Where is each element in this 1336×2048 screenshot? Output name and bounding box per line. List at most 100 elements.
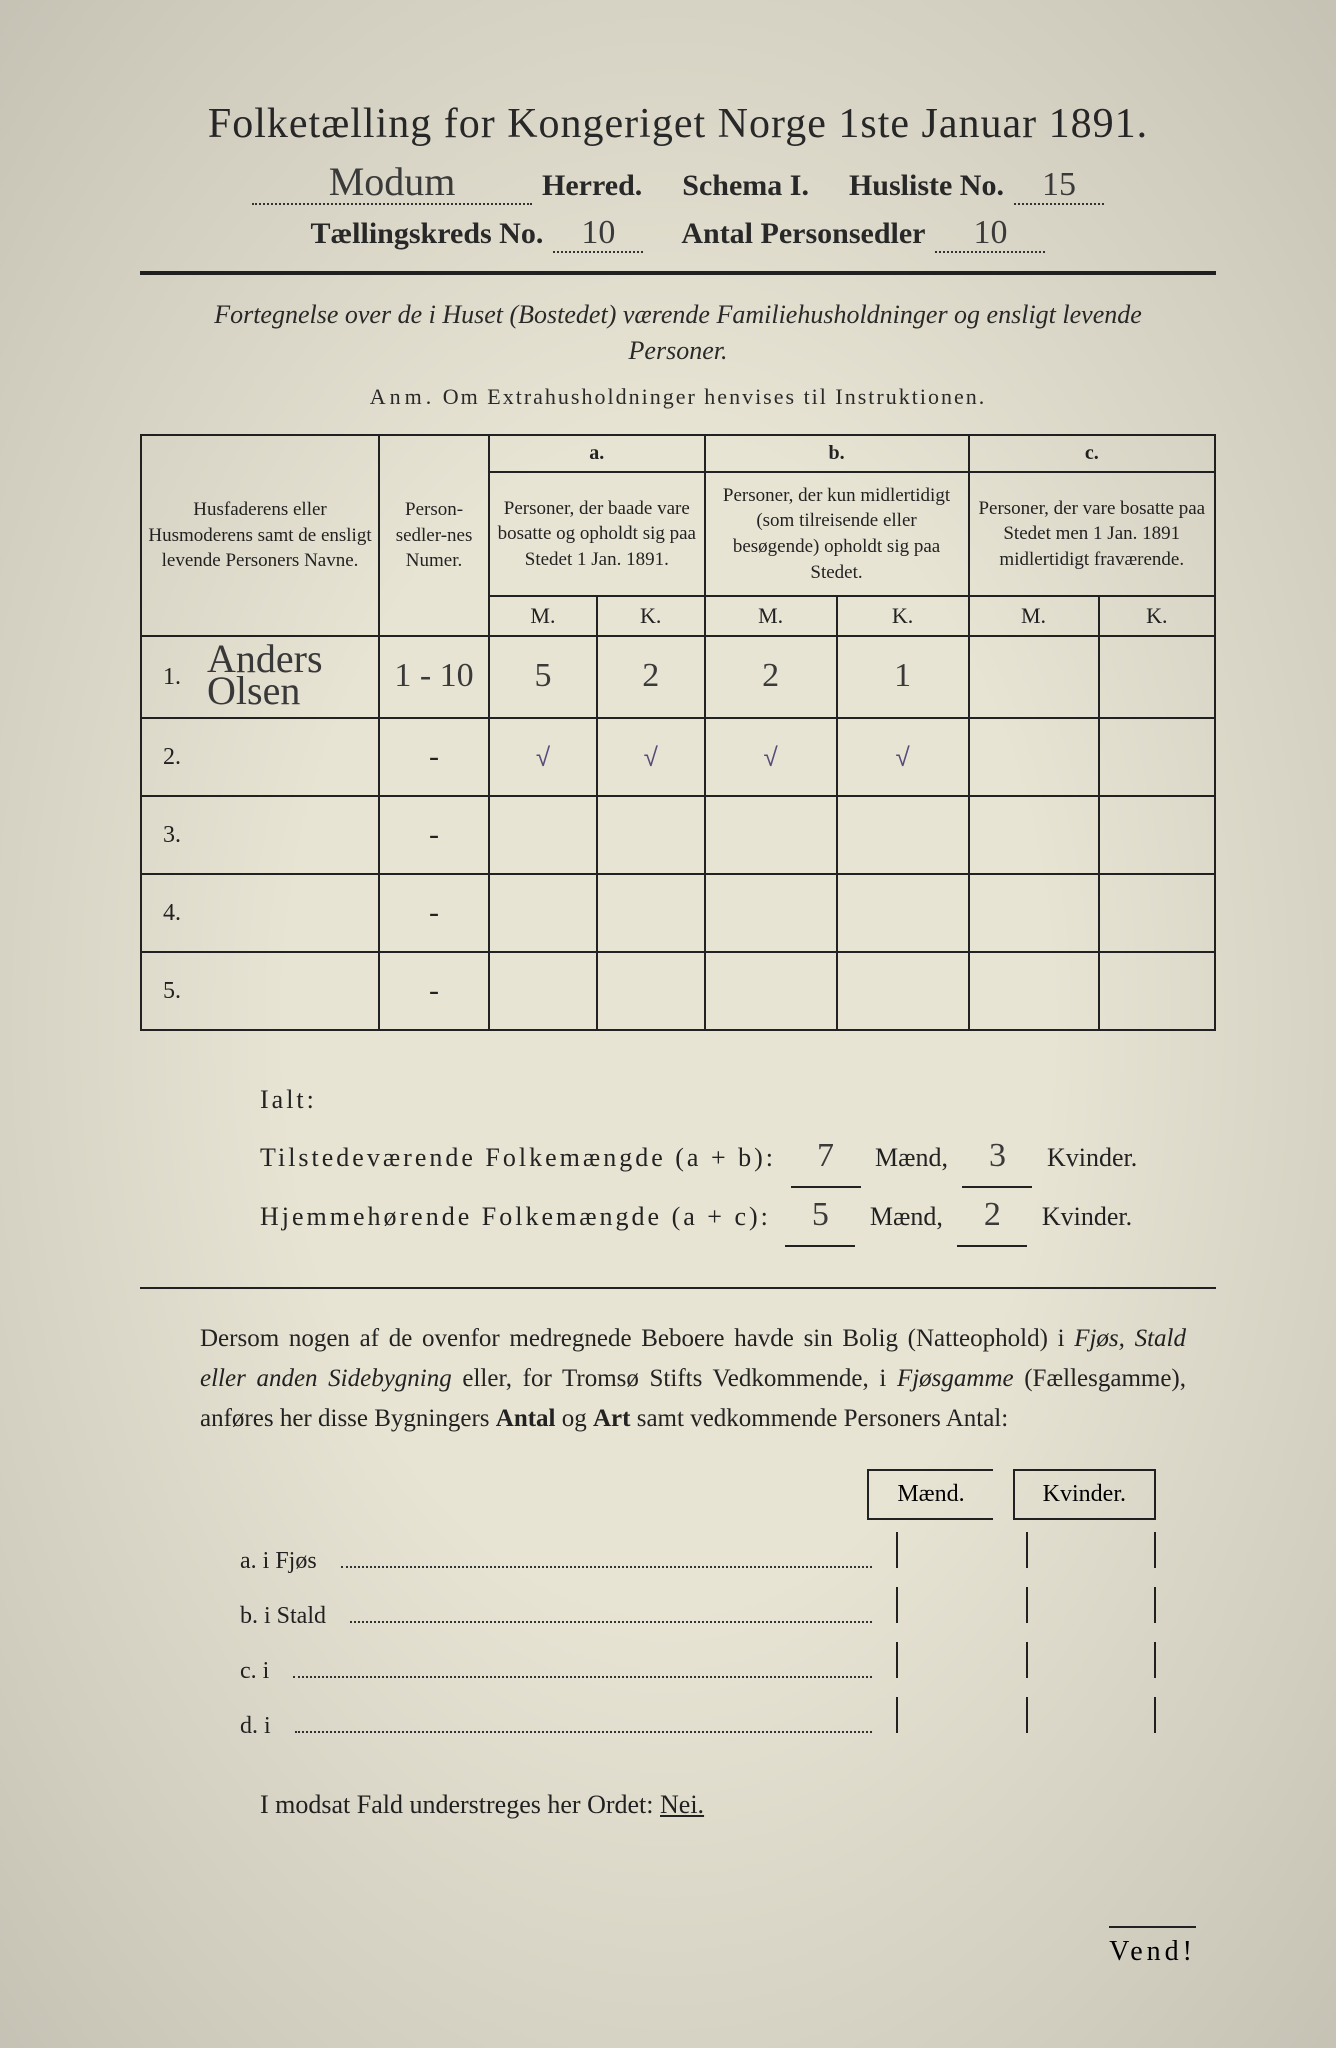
c-k-cell: [1099, 796, 1215, 874]
numer-cell: -: [379, 952, 489, 1030]
side-building-paragraph: Dersom nogen af de ovenfor medregnede Be…: [200, 1319, 1186, 1439]
totals-line-1: Tilstedeværende Folkemængde (a + b): 7 M…: [260, 1129, 1216, 1188]
household-table: Husfaderens eller Husmoderens samt de en…: [140, 434, 1216, 1032]
husliste-field: 15: [1014, 169, 1104, 205]
col-numer: Person-sedler-nes Numer.: [379, 435, 489, 637]
a-k-cell: [597, 796, 705, 874]
row-number: 3.: [141, 796, 187, 874]
col-a-label: a.: [489, 435, 705, 472]
a-m-cell: [489, 952, 597, 1030]
ialt-heading: Ialt:: [260, 1071, 1216, 1128]
a-m-cell: [489, 874, 597, 952]
ac-maend: 5: [785, 1188, 855, 1247]
c-m-cell: [969, 952, 1099, 1030]
row-number: 5.: [141, 952, 187, 1030]
antal-field: 10: [935, 217, 1045, 253]
ac-kvinder: 2: [957, 1188, 1027, 1247]
husliste-label: Husliste No.: [849, 169, 1004, 203]
col-c-text: Personer, der vare bosatte paa Stedet me…: [969, 472, 1215, 597]
schema-label: Schema I.: [682, 169, 809, 203]
c-m-cell: [969, 796, 1099, 874]
name-cell: [187, 952, 379, 1030]
b-k-cell: [837, 874, 969, 952]
header-row-2: Tællingskreds No. 10 Antal Personsedler …: [140, 217, 1216, 253]
antal-label: Antal Personsedler: [681, 217, 925, 251]
name-cell: [187, 718, 379, 796]
c-m-cell: [969, 718, 1099, 796]
b-m-cell: [705, 952, 837, 1030]
list-row-c: c. i: [240, 1642, 1156, 1685]
kreds-field: 10: [553, 217, 643, 253]
subtitle: Fortegnelse over de i Huset (Bostedet) v…: [180, 297, 1176, 370]
a-k-cell: √: [597, 718, 705, 796]
list-row-d: d. i: [240, 1697, 1156, 1740]
col-c-label: c.: [969, 435, 1215, 472]
totals-line-2: Hjemmehørende Folkemængde (a + c): 5 Mæn…: [260, 1188, 1216, 1247]
divider: [140, 271, 1216, 275]
nei-word: Nei.: [660, 1790, 704, 1819]
row-number: 2.: [141, 718, 187, 796]
turn-over-label: Vend!: [1109, 1926, 1196, 1968]
a-k-cell: [597, 874, 705, 952]
c-m-cell: [969, 636, 1099, 718]
c-m-cell: [969, 874, 1099, 952]
nei-line: I modsat Fald understreges her Ordet: Ne…: [260, 1790, 1216, 1820]
numer-cell: -: [379, 718, 489, 796]
maend-col: Mænd.: [867, 1469, 992, 1520]
col-c-k: K.: [1099, 596, 1215, 636]
b-m-cell: [705, 796, 837, 874]
col-c-m: M.: [969, 596, 1099, 636]
b-k-cell: 1: [837, 636, 969, 718]
col-a-k: K.: [597, 596, 705, 636]
kreds-label: Tællingskreds No.: [311, 217, 544, 251]
col-a-text: Personer, der baade vare bosatte og opho…: [489, 472, 705, 597]
a-k-cell: 2: [597, 636, 705, 718]
c-k-cell: [1099, 952, 1215, 1030]
a-m-cell: √: [489, 718, 597, 796]
row-number: 1.: [141, 636, 187, 718]
b-k-cell: [837, 796, 969, 874]
col-b-m: M.: [705, 596, 837, 636]
col-b-text: Personer, der kun midlertidigt (som tilr…: [705, 472, 969, 597]
c-k-cell: [1099, 874, 1215, 952]
herred-field: Modum: [252, 166, 532, 205]
header-row-1: Modum Herred. Schema I. Husliste No. 15: [140, 166, 1216, 205]
numer-cell: -: [379, 796, 489, 874]
a-m-cell: 5: [489, 636, 597, 718]
ab-kvinder: 3: [962, 1129, 1032, 1188]
mk-column-header: Mænd. Kvinder.: [140, 1469, 1156, 1520]
annotation-line: Anm. Om Extrahusholdninger henvises til …: [140, 384, 1216, 410]
row-number: 4.: [141, 874, 187, 952]
col-names: Husfaderens eller Husmoderens samt de en…: [141, 435, 379, 637]
col-a-m: M.: [489, 596, 597, 636]
table-row: 1.Anders Olsen1 - 105221: [141, 636, 1215, 718]
b-k-cell: [837, 952, 969, 1030]
table-body: 1.Anders Olsen1 - 1052212.-√√√√3.-4.-5.-: [141, 636, 1215, 1030]
b-m-cell: 2: [705, 636, 837, 718]
a-k-cell: [597, 952, 705, 1030]
list-row-b: b. i Stald: [240, 1587, 1156, 1630]
table-row: 5. -: [141, 952, 1215, 1030]
table-row: 3. -: [141, 796, 1215, 874]
page-title: Folketælling for Kongeriget Norge 1ste J…: [140, 100, 1216, 148]
b-m-cell: √: [705, 718, 837, 796]
col-b-label: b.: [705, 435, 969, 472]
census-form-page: Folketælling for Kongeriget Norge 1ste J…: [0, 0, 1336, 2048]
divider: [140, 1287, 1216, 1289]
name-cell: [187, 874, 379, 952]
name-cell: [187, 796, 379, 874]
numer-cell: -: [379, 874, 489, 952]
herred-label: Herred.: [542, 169, 642, 203]
b-m-cell: [705, 874, 837, 952]
name-cell: Anders Olsen: [187, 636, 379, 718]
a-m-cell: [489, 796, 597, 874]
kvinder-col: Kvinder.: [1013, 1469, 1156, 1520]
table-row: 2.-√√√√: [141, 718, 1215, 796]
totals-block: Ialt: Tilstedeværende Folkemængde (a + b…: [260, 1071, 1216, 1247]
ab-maend: 7: [791, 1129, 861, 1188]
b-k-cell: √: [837, 718, 969, 796]
table-row: 4. -: [141, 874, 1215, 952]
c-k-cell: [1099, 718, 1215, 796]
building-list: a. i Fjøs b. i Stald c. i d. i: [240, 1532, 1156, 1740]
c-k-cell: [1099, 636, 1215, 718]
